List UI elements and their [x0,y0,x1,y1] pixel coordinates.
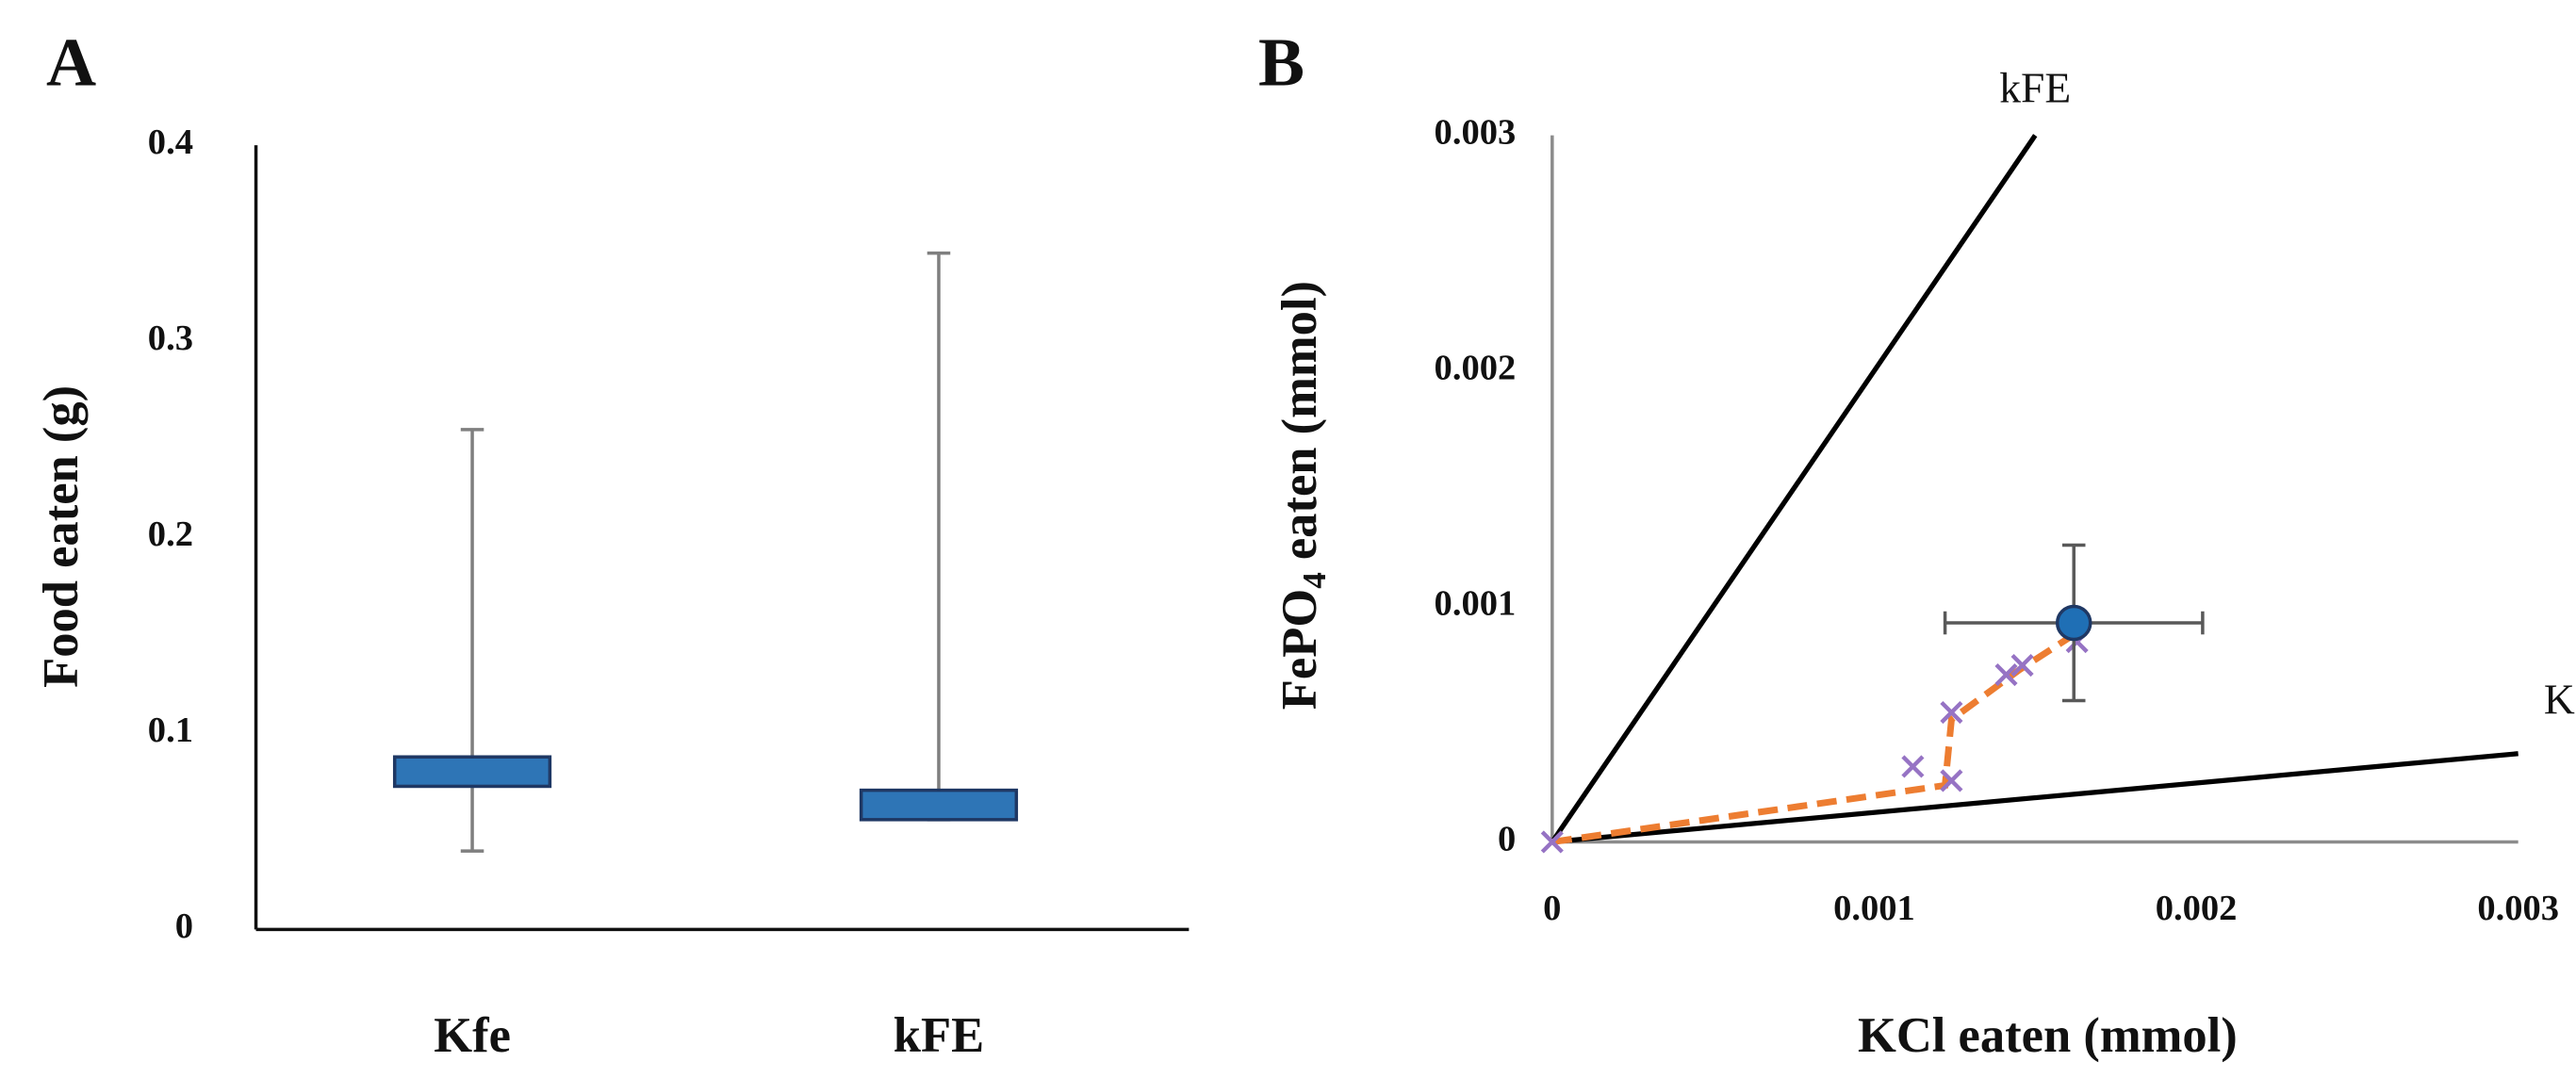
reference-line [1551,751,2519,845]
x-tick-label: 0.003 [2477,889,2559,928]
point [2010,653,2034,678]
y-tick-label: 0.3 [148,318,193,358]
y-tick-label: 0.1 [148,710,193,750]
mean-point [2055,604,2092,642]
x-tick-label: 0.002 [2156,889,2238,928]
point [1540,830,1564,854]
x-tick-label: 0 [1543,889,1561,928]
panel-label: A [46,23,96,100]
x-tick-label: 0.001 [1833,889,1915,928]
y-tick-label: 0 [1498,819,1516,858]
line-label: Kfe [2544,676,2576,724]
y-axis-label: FePO4 eaten (mmol) [1272,281,1333,710]
trajectory-line [1551,631,2076,845]
point [1940,700,1963,725]
y-tick-label: 0.4 [148,122,193,162]
box [392,755,552,789]
reference-line [1550,134,2038,843]
x-tick-label: Kfe [434,1008,511,1063]
y-tick-label: 0 [175,906,193,946]
x-axis-label: KCl eaten (mmol) [1858,1008,2238,1063]
point [1940,769,1963,792]
point [1994,662,2018,687]
y-axis-label-part: eaten (mmol) [1272,281,1327,572]
y-axis-label: Food eaten (g) [34,385,89,688]
panel-label: B [1258,23,1304,100]
x-tick-label: kFE [894,1008,984,1063]
y-tick-label: 0.001 [1435,583,1517,623]
y-tick-label: 0.002 [1435,348,1517,387]
box [859,788,1019,822]
point [1901,755,1925,778]
line-label: kFE [1999,64,2071,112]
y-tick-label: 0.2 [148,514,193,554]
y-tick-label: 0.003 [1435,113,1517,153]
y-axis-label-subscript: 4 [1296,572,1333,589]
y-axis-label-part: FePO [1272,589,1327,710]
